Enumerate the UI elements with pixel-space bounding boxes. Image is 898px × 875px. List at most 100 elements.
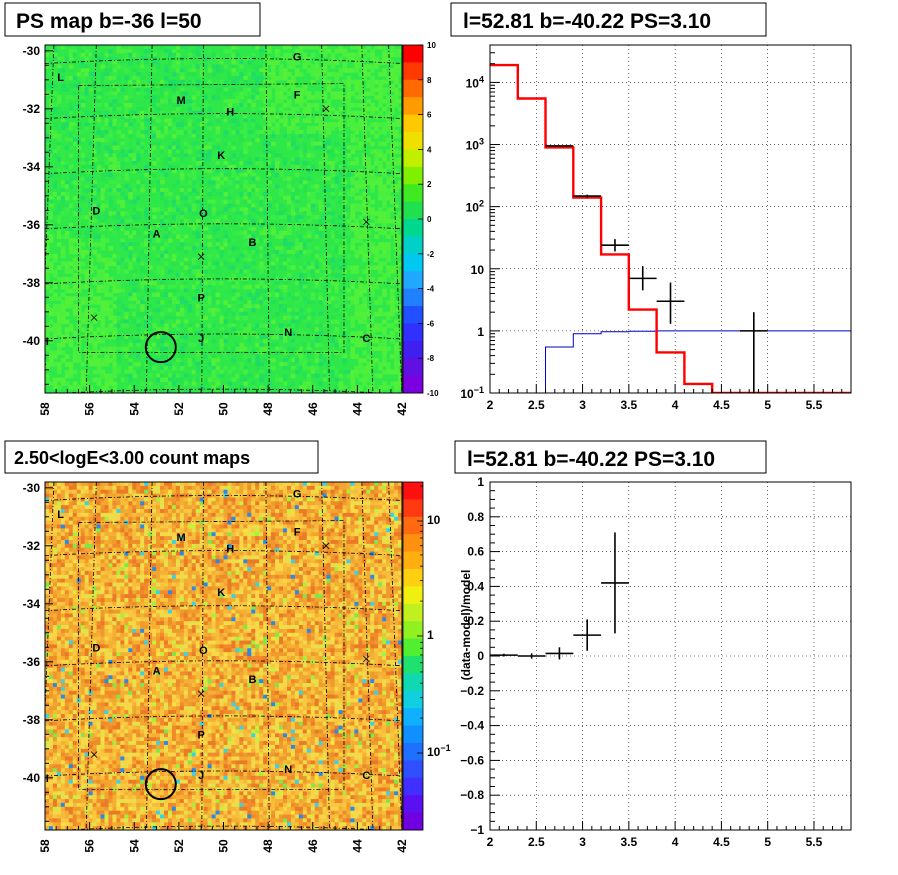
heatmap-cell — [338, 338, 344, 344]
heatmap-cell — [171, 358, 177, 363]
heatmap-cell — [160, 338, 165, 344]
heatmap-cell — [283, 145, 288, 150]
heatmap-cell — [164, 199, 169, 205]
heatmap-cell — [171, 164, 177, 170]
heatmap-cell — [191, 265, 197, 270]
heatmap-cell — [302, 354, 308, 359]
heatmap-cell — [235, 99, 240, 104]
heatmap-cell — [350, 207, 355, 212]
heatmap-cell — [144, 211, 149, 216]
heatmap-cell — [386, 249, 391, 255]
heatmap-cell — [362, 307, 367, 313]
heatmap-cell — [164, 385, 169, 390]
heatmap-cell — [338, 149, 344, 154]
heatmap-cell — [386, 79, 391, 85]
heatmap-cell — [56, 265, 62, 270]
heatmap-cell — [275, 373, 280, 379]
heatmap-cell — [231, 72, 236, 77]
heatmap-cell — [207, 307, 213, 313]
heatmap-cell — [219, 338, 225, 344]
heatmap-cell — [203, 191, 209, 197]
heatmap-cell — [398, 261, 402, 266]
heatmap-cell — [45, 714, 50, 719]
heatmap-cell — [322, 327, 328, 332]
heatmap-cell — [199, 242, 205, 247]
heatmap-cell — [350, 137, 355, 143]
heatmap-cell — [330, 219, 336, 224]
heatmap-cell — [56, 342, 62, 348]
heatmap-cell — [298, 153, 304, 158]
heatmap-cell — [283, 365, 288, 371]
heatmap-cell — [120, 315, 125, 321]
heatmap-cell — [72, 219, 78, 224]
heatmap-cell — [314, 234, 320, 239]
heatmap-cell — [92, 307, 98, 313]
heatmap-cell — [334, 188, 340, 193]
heatmap-cell — [104, 79, 110, 85]
heatmap-cell — [362, 48, 367, 54]
heatmap-cell — [279, 191, 284, 197]
colorbar-swatch — [403, 253, 423, 272]
heatmap-cell — [366, 79, 371, 85]
heatmap-cell — [152, 83, 157, 89]
heatmap-cell — [215, 153, 221, 158]
heatmap-cell — [45, 826, 50, 830]
heatmap-cell — [275, 246, 280, 251]
heatmap-cell — [84, 277, 90, 282]
heatmap-cell — [358, 87, 363, 92]
heatmap-cell — [199, 99, 205, 104]
heatmap-cell — [45, 246, 50, 251]
heatmap-cell — [342, 145, 348, 150]
heatmap-cell — [84, 346, 90, 352]
heatmap-cell — [195, 226, 201, 232]
heatmap-cell — [80, 103, 86, 108]
heatmap-cell — [342, 234, 348, 239]
heatmap-cell — [156, 373, 161, 379]
heatmap-cell — [72, 307, 78, 313]
heatmap-cell — [140, 68, 145, 73]
heatmap-cell — [231, 99, 236, 104]
heatmap-cell — [48, 497, 54, 502]
heatmap-cell — [322, 296, 328, 301]
heatmap-cell — [144, 269, 149, 274]
heatmap-cell — [267, 164, 272, 170]
heatmap-cell — [255, 191, 260, 197]
heatmap-cell — [386, 346, 391, 352]
heatmap-cell — [243, 133, 248, 139]
heatmap-cell — [132, 157, 137, 162]
heatmap-cell — [56, 331, 62, 336]
heatmap-cell — [152, 246, 157, 251]
heatmap-cell — [140, 288, 145, 294]
heatmap-cell — [104, 203, 110, 208]
heatmap-cell — [183, 191, 189, 197]
grid-parallel — [45, 168, 402, 175]
heatmap-cell — [227, 48, 233, 54]
heatmap-cell — [175, 319, 181, 324]
heatmap-cell — [88, 211, 94, 216]
heatmap-cell — [100, 307, 106, 313]
heatmap-cell — [195, 79, 201, 85]
heatmap-cell — [48, 75, 54, 81]
heatmap-cell — [386, 211, 391, 216]
heatmap-cell — [330, 273, 336, 278]
heatmap-cell — [346, 184, 352, 189]
grid-roi-box — [78, 83, 345, 353]
heatmap-cell — [203, 234, 209, 239]
heatmap-cell — [152, 319, 157, 324]
heatmap-cell — [247, 226, 252, 232]
heatmap-cell — [223, 350, 229, 355]
heatmap-cell — [56, 219, 62, 224]
heatmap-cell — [100, 277, 106, 282]
heatmap-cell — [338, 288, 344, 294]
heatmap-cell — [390, 219, 395, 224]
heatmap-cell — [116, 335, 121, 340]
heatmap-cell — [72, 346, 78, 352]
heatmap-cell — [171, 60, 177, 65]
heatmap-cell — [275, 377, 280, 382]
heatmap-cell — [191, 83, 197, 89]
heatmap-cell — [314, 342, 320, 348]
heatmap-cell — [334, 164, 340, 170]
heatmap-cell — [255, 230, 260, 236]
heatmap-cell — [398, 234, 402, 239]
heatmap-cell — [271, 114, 276, 120]
